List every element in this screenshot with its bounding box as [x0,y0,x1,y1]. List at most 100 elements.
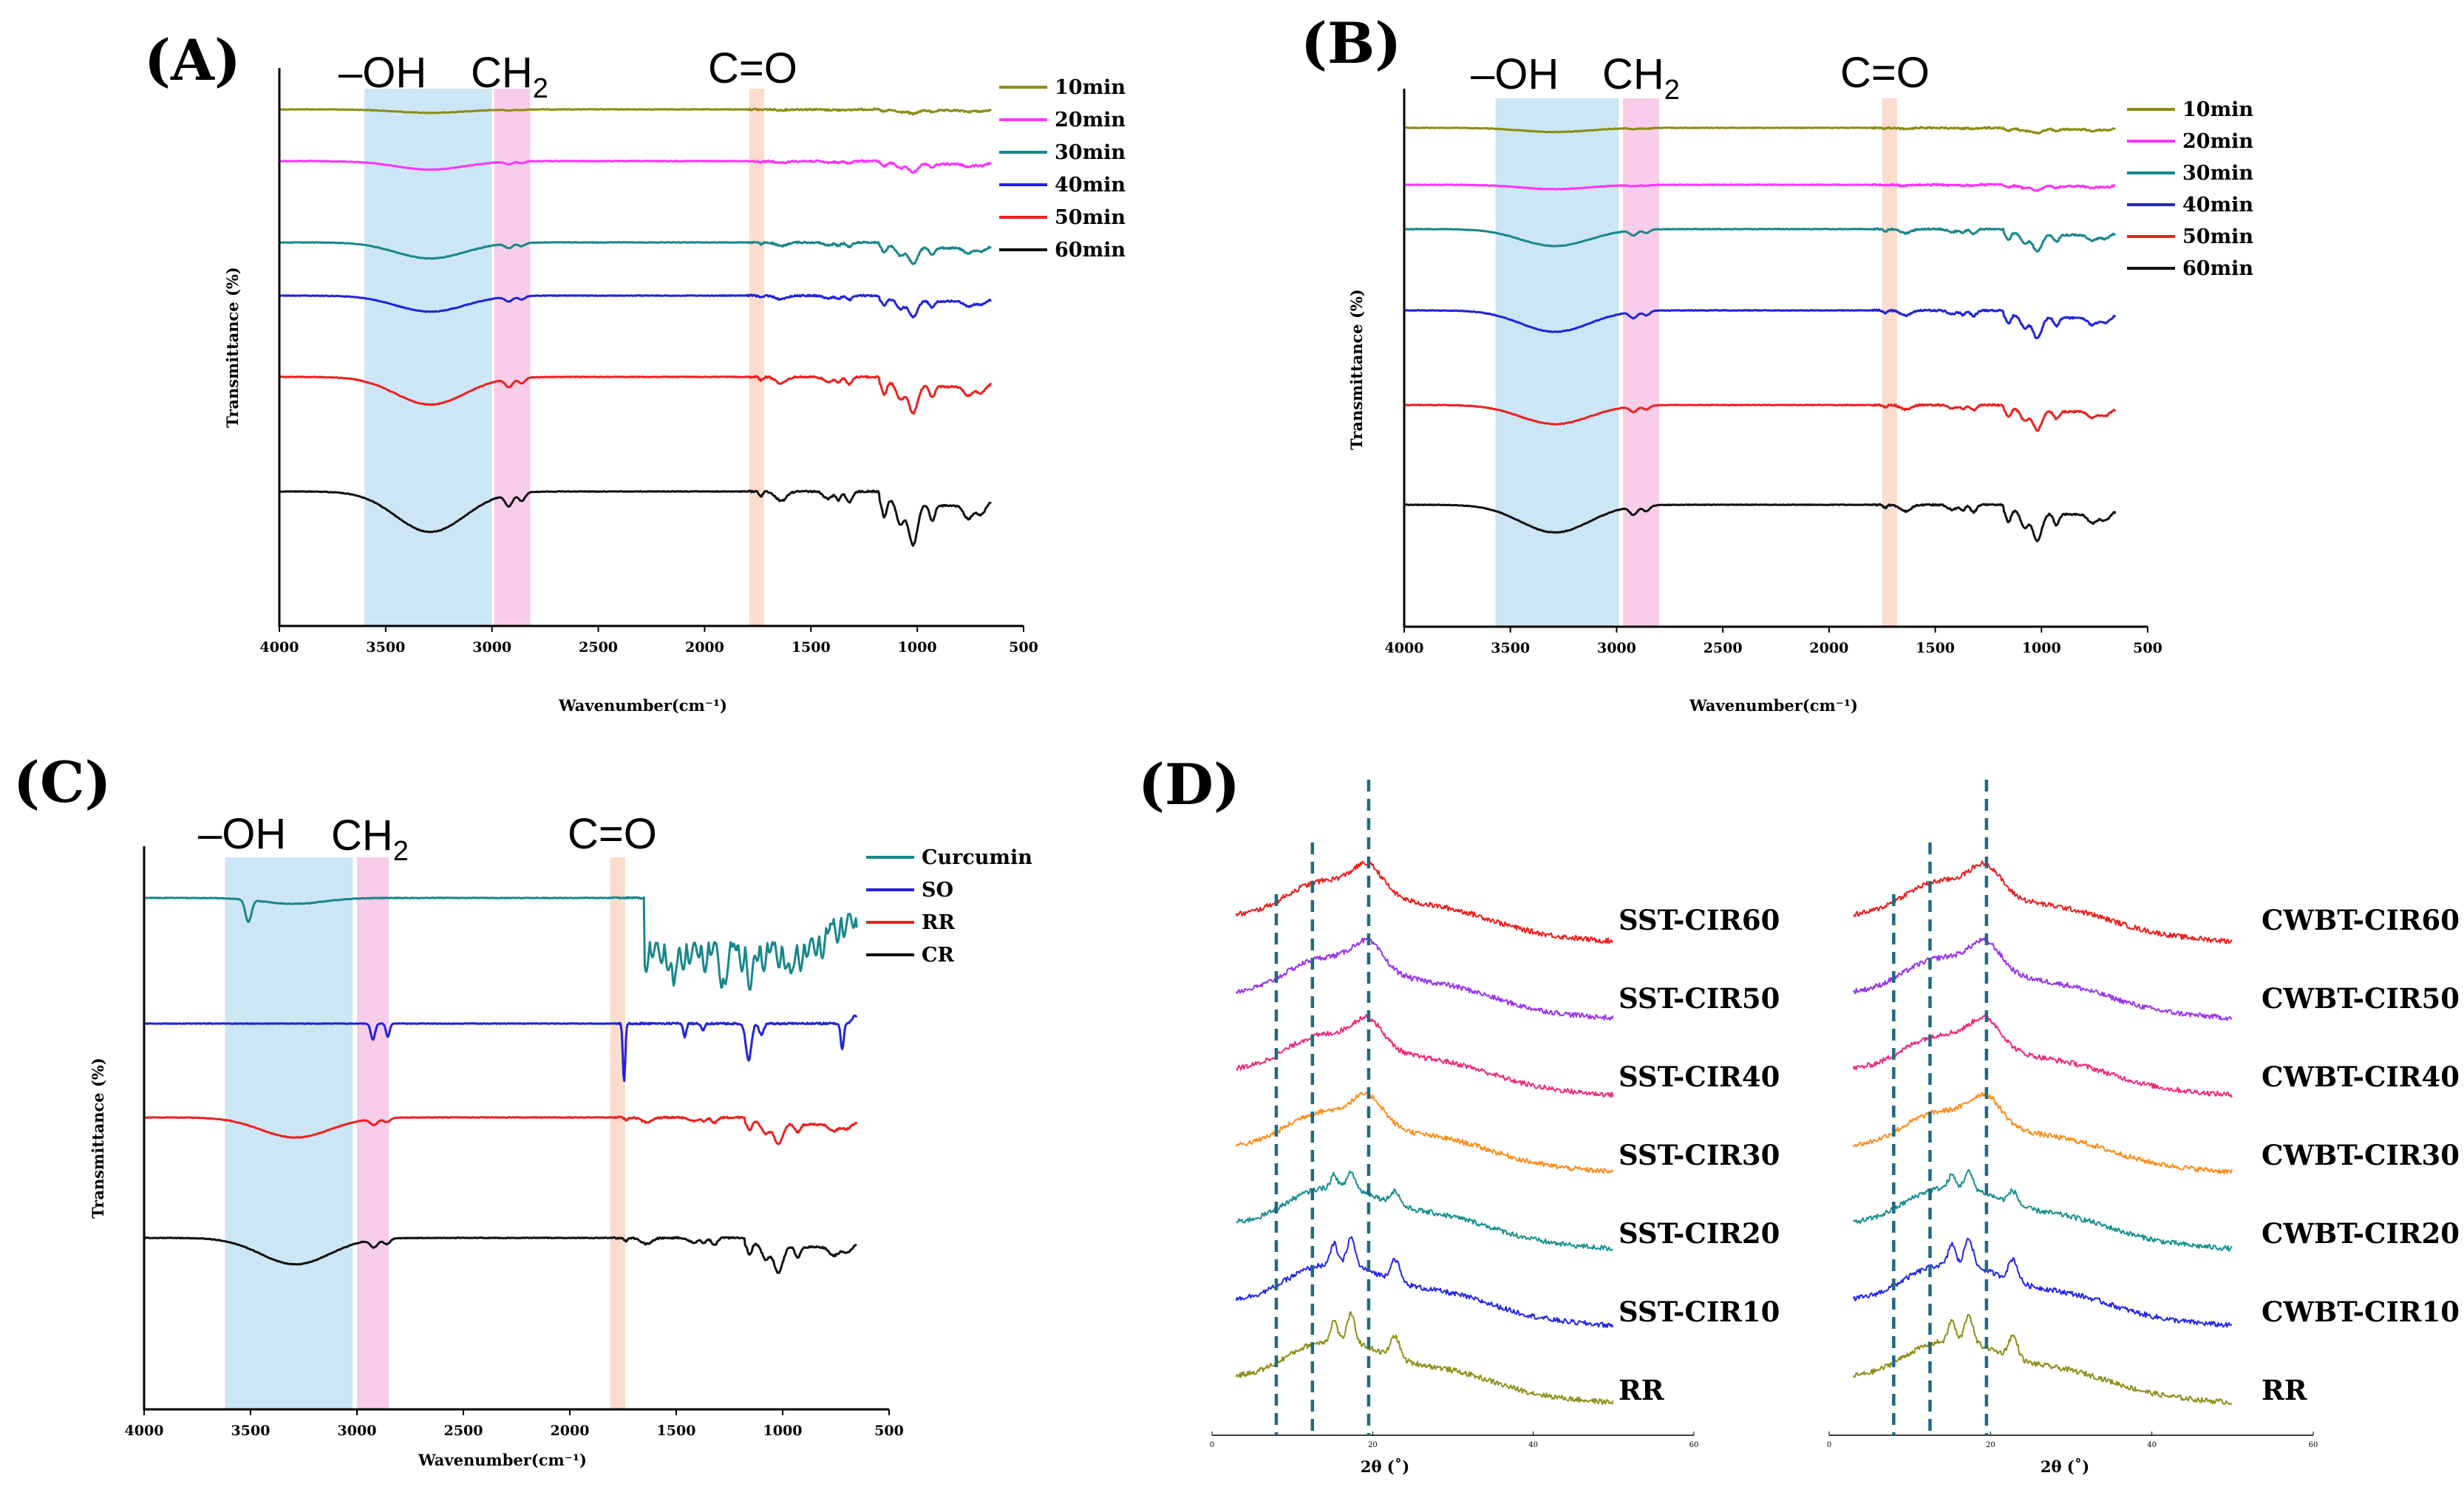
xrd-line-RR [1852,1313,2233,1406]
x-tick-label: 3000 [472,639,511,656]
series-line-SO [143,1014,858,1083]
x-tick-label: 3500 [231,1423,270,1439]
x-tick-label: 1500 [792,639,831,656]
xrd-series-label: CWBT-CIR60 [2261,904,2460,936]
series-line-20min [279,159,992,174]
legend-label: 60min [2182,257,2253,280]
x-tick-label: 1500 [1916,640,1955,656]
xrd-line-SST-CIR60 [1235,860,1613,944]
series-line-40min [279,293,992,319]
series-line-30min [279,240,992,265]
x-tick-label: 1000 [898,639,937,656]
x-tick-label: 500 [874,1423,904,1439]
xrd-series-label: CWBT-CIR30 [2261,1139,2460,1171]
x-tick-label: 4000 [260,639,299,656]
x-tick-label: 1000 [2022,640,2061,656]
xrd-line-CWBT-CIR50 [1852,937,2233,1021]
legend-label: Curcumin [922,846,1032,869]
legend-label: 60min [1055,239,1126,262]
panel-c-co-band [610,857,625,1409]
x-tick-label: 3000 [338,1423,377,1439]
panel-b-oh-label: –OH [1471,50,1559,98]
xrd-series-label: RR [2261,1374,2307,1406]
xrd-series-label: CWBT-CIR50 [2261,982,2460,1015]
panel-b-legend: 10min 20min 30min 40min 50min 60min [2127,98,2253,280]
panel-c-oh-label: –OH [198,810,286,858]
legend-label: 40min [1055,174,1126,197]
xrd-series-label: SST-CIR40 [1619,1061,1780,1093]
legend-label: SO [922,879,953,902]
x-tick-label: 500 [1009,639,1038,656]
panel-d-left-plot: 0 20 40 60 [1210,780,1698,1449]
x-tick-label: 1500 [657,1423,696,1439]
xrd-line-SST-CIR40 [1235,1013,1614,1098]
xrd-tick-label: 40 [2147,1441,2157,1449]
panel-c-xlabel: Wavenumber(cm⁻¹) [418,1451,587,1469]
panel-a-co-band [749,89,764,626]
panel-b-ylabel: Transmittance (%) [1347,289,1366,450]
xrd-tick-label: 40 [1528,1441,1538,1449]
panel-b-oh-band [1495,98,1619,627]
xrd-line-CWBT-CIR10 [1852,1237,2233,1328]
panel-a-co-label: C=O [708,44,797,92]
x-tick-label: 2000 [1809,640,1848,656]
legend-label: 40min [2182,194,2253,217]
series-line-30min [1403,227,2117,253]
xrd-series-label: SST-CIR10 [1619,1296,1780,1328]
panel-a-ylabel: Transmittance (%) [223,267,242,428]
panel-b-co-band [1882,98,1897,627]
x-tick-label: 3500 [1491,640,1530,656]
xrd-tick-label: 0 [1827,1441,1831,1449]
panel-c-ylabel: Transmittance (%) [89,1058,107,1219]
series-line-50min [279,375,993,415]
xrd-tick-label: 0 [1210,1441,1214,1449]
panel-d: (D) 0 20 40 60 0 20 40 60 SST-CIR60SST-CIR50SS… [1138,752,2460,1476]
xrd-series-label: SST-CIR20 [1619,1217,1780,1250]
series-line-50min [1403,403,2117,432]
panel-c-label: (C) [13,749,111,815]
xrd-series-label: CWBT-CIR10 [2261,1296,2460,1328]
legend-label: 50min [2182,225,2253,248]
panel-c: (C) –OH CH2 C=O 4000 3500 3000 2500 2000 1500… [13,749,1032,1469]
x-tick-label: 1000 [763,1423,803,1439]
panel-a-traces [279,107,993,547]
legend-label: 10min [2182,98,2253,121]
panel-a-ch2-label: CH2 [471,49,548,104]
panel-c-legend: Curcumin SO RR CR [866,846,1032,967]
panel-b-traces [1403,126,2117,542]
series-line-10min [1403,126,2116,135]
x-tick-label: 500 [2133,640,2162,656]
series-line-40min [1403,308,2117,339]
panel-b-label: (B) [1301,10,1401,76]
legend-label: 20min [2182,130,2253,153]
series-line-20min [1403,183,2116,192]
x-tick-label: 3500 [366,639,405,656]
panel-b-xlabel: Wavenumber(cm⁻¹) [1689,696,1858,715]
panel-a-xlabel: Wavenumber(cm⁻¹) [558,696,727,715]
panel-c-xticks: 4000 3500 3000 2500 2000 1500 1000 500 [125,1409,904,1439]
xrd-line-CWBT-CIR20 [1852,1168,2233,1252]
legend-label: 20min [1055,109,1126,132]
panel-a-oh-label: –OH [338,49,426,97]
x-tick-label: 2500 [579,639,618,656]
legend-label: 10min [1055,76,1126,99]
xrd-line-CWBT-CIR60 [1852,860,2233,944]
series-line-60min [1403,503,2117,542]
x-tick-label: 2500 [1704,640,1743,656]
panel-d-left-xlabel: 2θ (˚) [1361,1457,1409,1476]
x-tick-label: 2000 [685,639,724,656]
panel-d-right-xlabel: 2θ (˚) [2041,1457,2089,1476]
xrd-line-SST-CIR30 [1235,1091,1614,1174]
xrd-series-label: CWBT-CIR40 [2261,1061,2460,1093]
series-line-60min [279,489,992,547]
panel-a: (A) –OH CH2 C=O 4000 3500 3000 2500 2000 1500… [144,27,1126,715]
xrd-line-RR [1235,1311,1614,1405]
xrd-series-label: RR [1619,1374,1664,1406]
xrd-line-CWBT-CIR40 [1852,1014,2233,1098]
xrd-line-SST-CIR50 [1235,937,1614,1021]
x-tick-label: 2000 [551,1423,590,1439]
legend-label: 50min [1055,206,1126,229]
series-line-RR [143,1115,858,1146]
panel-a-legend: 10min 20min 30min 40min 50min 60min [999,76,1126,262]
